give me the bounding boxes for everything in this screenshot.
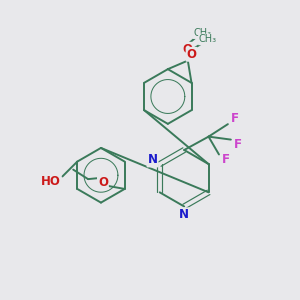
Text: HO: HO: [40, 175, 61, 188]
Text: F: F: [230, 112, 238, 125]
Text: CH₃: CH₃: [199, 34, 217, 44]
Text: CH₃: CH₃: [194, 28, 211, 38]
Text: F: F: [233, 138, 242, 152]
Text: N: N: [179, 208, 189, 221]
Text: O: O: [182, 43, 192, 56]
Text: O: O: [187, 48, 196, 61]
Text: F: F: [221, 153, 230, 166]
Text: N: N: [148, 154, 158, 166]
Text: O: O: [98, 176, 108, 189]
